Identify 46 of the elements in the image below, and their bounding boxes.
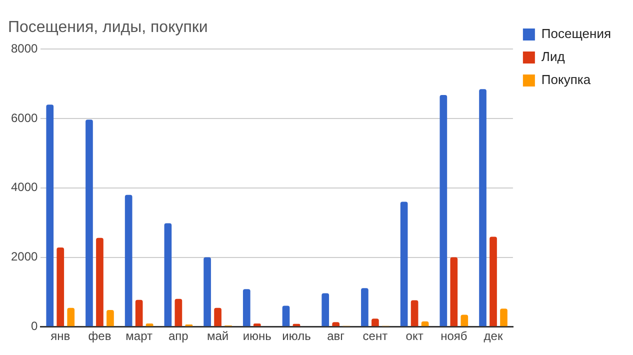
y-tick-label: 2000 <box>10 250 38 264</box>
x-tick-label: май <box>206 329 229 344</box>
bar <box>106 310 114 326</box>
bar <box>96 238 104 326</box>
x-tick-label: апр <box>168 329 189 344</box>
bar <box>450 257 458 326</box>
bar <box>500 308 508 326</box>
x-tick-label: нояб <box>440 329 468 344</box>
bar <box>460 314 468 326</box>
legend-label: Лид <box>541 49 566 64</box>
bar <box>479 89 486 326</box>
legend-label: Посещения <box>541 26 612 42</box>
bar <box>361 288 368 326</box>
bar <box>135 300 143 326</box>
bar <box>56 248 64 326</box>
bar <box>124 194 132 326</box>
bar <box>490 236 497 326</box>
bar <box>174 298 182 326</box>
x-tick-label: сент <box>362 329 388 344</box>
bar <box>322 293 330 326</box>
x-tick-label: март <box>126 329 153 344</box>
y-tick-label: 0 <box>31 318 38 333</box>
bar <box>164 223 172 326</box>
legend-label: Покупка <box>541 72 592 88</box>
x-tick-label: янв <box>50 329 70 344</box>
chart-title: Посещения, лиды, покупки <box>8 19 208 36</box>
bar <box>242 289 250 326</box>
bar <box>214 308 222 326</box>
y-tick-label: 6000 <box>10 110 38 125</box>
x-tick-label: окт <box>406 329 424 344</box>
y-tick-label: 8000 <box>10 42 38 56</box>
bar <box>204 257 211 326</box>
bar <box>410 300 418 326</box>
bar <box>372 318 379 326</box>
bar <box>440 94 448 326</box>
x-tick-label: июнь <box>242 329 272 344</box>
x-tick-label: июль <box>282 329 311 344</box>
x-tick-label: дек <box>484 329 504 344</box>
bar <box>67 308 75 326</box>
y-tick-label: 4000 <box>10 180 38 194</box>
x-tick-label: авг <box>327 329 346 344</box>
bar <box>282 306 290 326</box>
bar <box>86 120 93 326</box>
bar <box>46 104 54 326</box>
x-tick-label: фев <box>88 329 112 344</box>
bar <box>400 202 408 326</box>
